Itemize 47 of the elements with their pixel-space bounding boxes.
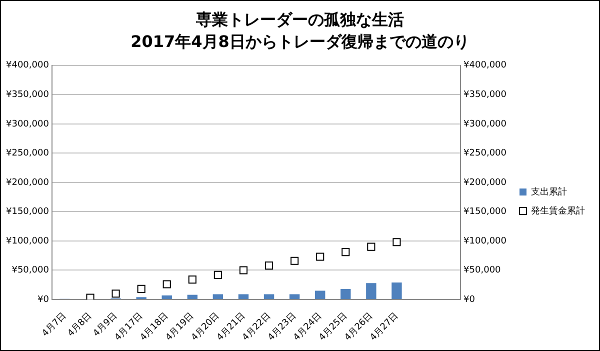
- point: [290, 256, 299, 265]
- x-tick-label: 4月8日: [66, 311, 94, 339]
- y2-tick-label: ¥250,000: [464, 148, 507, 159]
- point: [239, 266, 248, 274]
- point: [264, 262, 274, 270]
- point: [188, 276, 196, 284]
- point: [392, 238, 401, 246]
- y-tick-label: ¥250,000: [6, 148, 50, 159]
- point: [162, 280, 171, 288]
- y-tick-label: ¥0: [37, 294, 50, 305]
- point: [316, 252, 324, 261]
- bar: [187, 294, 198, 299]
- y-tick-label: ¥150,000: [6, 207, 50, 218]
- point: [86, 294, 94, 300]
- legend-label: 発生賃金累計: [531, 205, 585, 216]
- bar: [162, 295, 172, 299]
- chart-title: 専業トレーダーの孤独な生活: [195, 9, 405, 31]
- y2-tick-label: ¥350,000: [464, 90, 507, 100]
- bar: [366, 283, 376, 299]
- y-tick-label: ¥300,000: [6, 119, 50, 130]
- bar: [340, 288, 351, 299]
- bar: [392, 282, 402, 299]
- y-tick-label: ¥400,000: [6, 60, 50, 71]
- point: [112, 290, 120, 298]
- y-tick-label: ¥100,000: [6, 236, 50, 246]
- y-tick-label: ¥50,000: [12, 266, 50, 276]
- bar: [264, 294, 274, 299]
- y-tick-label: ¥200,000: [6, 178, 50, 188]
- x-tick-label: 4月7日: [40, 311, 68, 339]
- bar: [314, 290, 326, 299]
- y2-tick-label: ¥300,000: [464, 119, 507, 130]
- point: [342, 248, 350, 256]
- bar: [289, 294, 300, 299]
- bar: [212, 294, 224, 299]
- point: [367, 242, 376, 251]
- legend-label: 支出累計: [531, 186, 567, 198]
- y2-tick-label: ¥150,000: [464, 207, 507, 218]
- point: [214, 270, 222, 279]
- y2-tick-label: ¥0: [464, 294, 476, 305]
- y-tick-label: ¥350,000: [6, 90, 50, 100]
- y2-tick-label: ¥400,000: [464, 60, 507, 71]
- y2-tick-label: ¥100,000: [464, 236, 507, 246]
- bar: [238, 294, 249, 299]
- chart-subtitle: 2017年4月8日からトレーダ復帰までの道のり: [130, 31, 470, 53]
- y2-tick-label: ¥200,000: [464, 178, 507, 188]
- y2-tick-label: ¥50,000: [464, 266, 502, 276]
- point: [137, 284, 146, 293]
